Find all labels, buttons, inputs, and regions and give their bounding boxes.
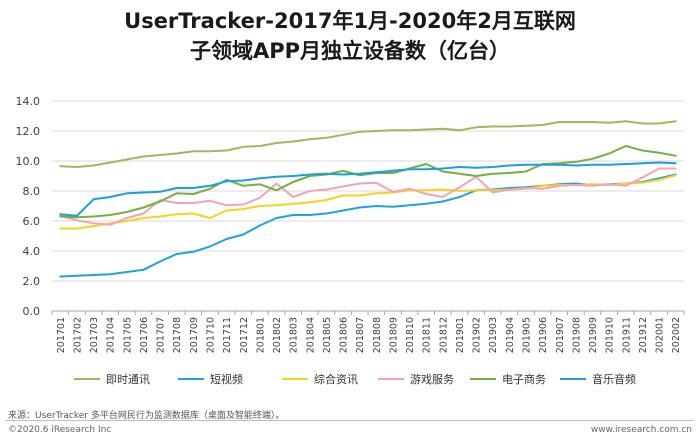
legend-item: 电子商务 <box>470 372 546 386</box>
y-tick-label: 14.0 <box>16 95 41 108</box>
x-tick-label: 201809 <box>388 317 399 353</box>
x-tick-label: 201711 <box>222 317 233 353</box>
x-tick-label: 201907 <box>555 317 566 353</box>
x-tick-label: 201904 <box>505 317 516 353</box>
x-tick-label: 201709 <box>189 317 200 353</box>
legend-item: 游戏服务 <box>378 373 454 386</box>
x-tick-label: 201707 <box>156 317 167 353</box>
series-line-5 <box>59 161 677 217</box>
y-axis: 0.0 2.0 4.0 6.0 8.0 10.0 12.0 14.0 <box>16 95 41 318</box>
legend-label: 综合资讯 <box>314 372 358 386</box>
x-tick-label: 201808 <box>372 317 383 353</box>
legend-item: 音乐音频 <box>560 372 636 386</box>
x-tick-label: 201807 <box>355 317 366 353</box>
x-tick-label: 202001 <box>655 317 666 353</box>
x-tick-label: 201706 <box>139 317 150 353</box>
x-tick-label: 201704 <box>106 317 117 353</box>
legend-label: 电子商务 <box>502 372 546 386</box>
x-tick-label: 201701 <box>56 317 67 353</box>
legend-label: 即时通讯 <box>106 373 150 386</box>
series-line-0 <box>59 120 677 168</box>
x-tick-label: 201710 <box>206 317 217 353</box>
footer-divider <box>6 420 694 421</box>
legend: 即时通讯 短视频 综合资讯 游戏服务 电子商务 音乐音频 <box>74 372 636 386</box>
y-tick-label: 12.0 <box>16 125 41 138</box>
x-tick-label: 201810 <box>405 317 416 353</box>
y-tick-label: 4.0 <box>23 245 41 258</box>
y-tick-label: 2.0 <box>23 275 41 288</box>
y-tick-label: 8.0 <box>23 185 41 198</box>
x-tick-label: 201705 <box>122 317 133 353</box>
x-tick-label: 201905 <box>522 317 533 353</box>
legend-label: 游戏服务 <box>410 373 454 386</box>
x-tick-label: 201712 <box>239 317 250 353</box>
legend-item: 即时通讯 <box>74 373 150 386</box>
copyright-text: ©2020.6 iResearch Inc <box>8 425 112 435</box>
x-tick-label: 201804 <box>305 317 316 353</box>
chart-title-line-1: UserTracker-2017年1月-2020年2月互联网 <box>124 9 576 33</box>
y-tick-label: 0.0 <box>23 305 41 318</box>
x-tick-label: 201911 <box>621 317 632 353</box>
y-tick-label: 6.0 <box>23 215 41 228</box>
legend-item: 短视频 <box>178 372 243 386</box>
x-axis: 201701 201702 201703 201704 201705 201706 2017… <box>51 311 685 353</box>
x-tick-label: 201902 <box>472 317 483 353</box>
chart-title-line-2: 子领域APP月独立设备数（亿台） <box>189 39 511 63</box>
x-tick-label: 201801 <box>255 317 266 353</box>
x-tick-label: 201910 <box>605 317 616 353</box>
legend-item: 综合资讯 <box>282 372 358 386</box>
x-tick-label: 201908 <box>571 317 582 353</box>
x-tick-label: 202002 <box>671 317 682 353</box>
x-tick-label: 201702 <box>72 317 83 353</box>
series-line-1 <box>59 173 677 278</box>
x-tick-label: 201906 <box>538 317 549 353</box>
x-tick-label: 201812 <box>438 317 449 353</box>
series-line-4 <box>59 145 677 219</box>
series-lines <box>59 120 677 278</box>
website-url: www.iresearch.com.cn <box>590 425 692 435</box>
legend-label: 音乐音频 <box>592 372 636 386</box>
x-tick-label: 201803 <box>289 317 300 353</box>
x-tick-label: 201912 <box>638 317 649 353</box>
y-tick-label: 10.0 <box>16 155 41 168</box>
source-note: 来源：UserTracker 多平台网民行为监测数据库（桌面及智能终端）。 <box>8 411 285 421</box>
legend-label: 短视频 <box>210 372 243 386</box>
x-tick-label: 201806 <box>339 317 350 353</box>
x-tick-label: 201802 <box>272 317 283 353</box>
x-tick-label: 201903 <box>488 317 499 353</box>
x-tick-label: 201901 <box>455 317 466 353</box>
chart-title: UserTracker-2017年1月-2020年2月互联网 子领域APP月独立… <box>0 6 700 66</box>
x-tick-label: 201703 <box>89 317 100 353</box>
x-tick-label: 201909 <box>588 317 599 353</box>
x-tick-label: 201805 <box>322 317 333 353</box>
x-tick-label: 201708 <box>172 317 183 353</box>
x-tick-label: 201811 <box>422 317 433 353</box>
